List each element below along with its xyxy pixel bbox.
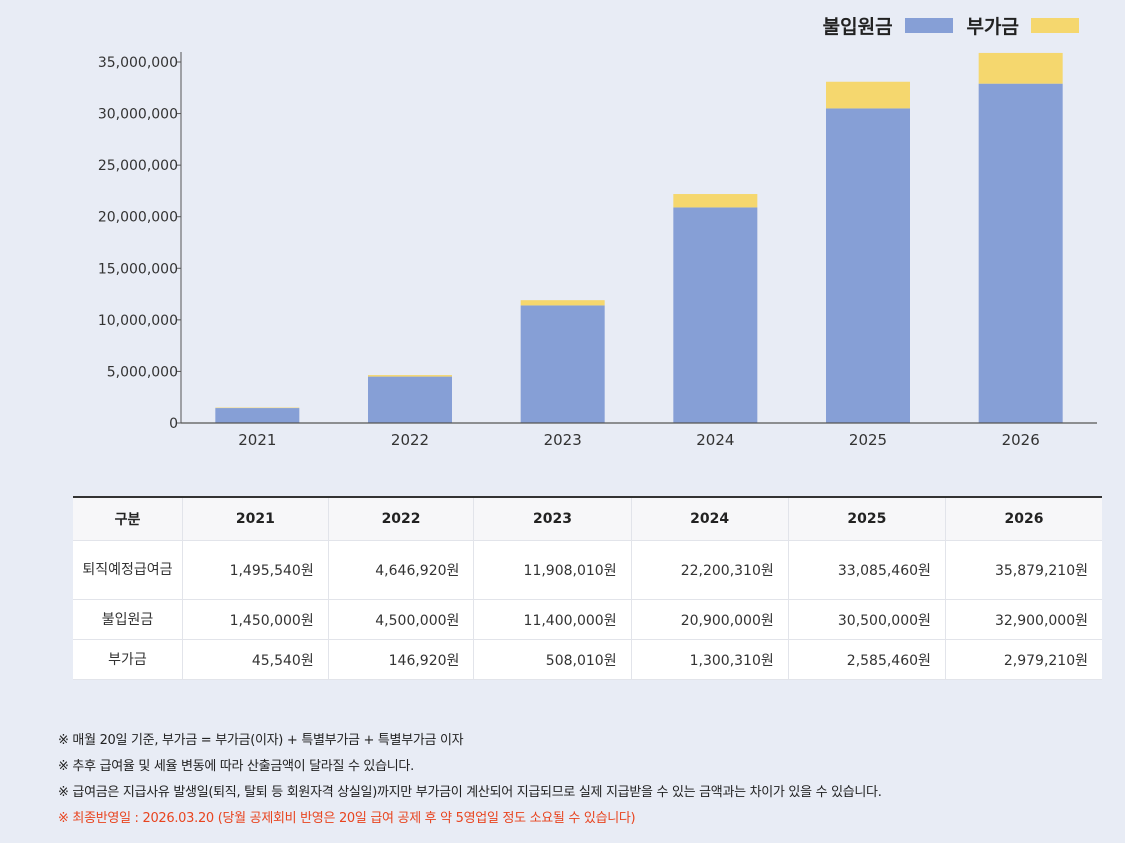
footnote-last-updated: ※ 최종반영일 : 2026.03.20 (당월 공제회비 반영은 20일 급여… <box>58 811 636 826</box>
y-tick-label: 30,000,000 <box>98 107 178 123</box>
table-cell: 508,010원 <box>473 639 632 680</box>
y-tick-label: 10,000,000 <box>98 313 178 329</box>
table-cell: 20,900,000원 <box>631 599 789 640</box>
x-tick-label: 2022 <box>391 431 429 449</box>
table-cell: 11,908,010원 <box>473 540 632 600</box>
table-cell: 146,920원 <box>328 639 475 680</box>
bar-principal <box>826 108 910 424</box>
table-header-2023: 2023 <box>473 497 632 541</box>
table-cell: 22,200,310원 <box>631 540 789 600</box>
chart-legend: 불입원금 부가금 <box>823 12 1079 39</box>
bar-bonus <box>520 300 605 306</box>
x-tick-label: 2023 <box>544 431 582 449</box>
table-row: 퇴직예정급여금 1,495,540원 4,646,920원 11,908,010… <box>73 540 1102 600</box>
table-cell: 1,450,000원 <box>182 599 329 640</box>
table-header-2025: 2025 <box>788 497 946 541</box>
table-cell: 11,400,000원 <box>473 599 632 640</box>
bar-bonus <box>826 81 910 109</box>
row-label-expected-payout: 퇴직예정급여금 <box>73 540 183 600</box>
x-tick-label: 2024 <box>696 431 734 449</box>
bar-principal <box>978 83 1063 423</box>
y-tick-label: 20,000,000 <box>98 210 178 226</box>
table-header-row: 구분 2021 2022 2023 2024 2025 2026 <box>73 497 1102 541</box>
footnotes: ※ 매월 20일 기준, 부가금 = 부가금(이자) + 특별부가금 + 특별부… <box>58 729 882 833</box>
x-tick-label: 2021 <box>238 431 276 449</box>
table-cell: 4,500,000원 <box>328 599 475 640</box>
legend-swatch-bonus <box>1031 18 1079 33</box>
y-tick-label: 15,000,000 <box>98 261 178 277</box>
stacked-bar-chart: 0 5,000,000 10,000,000 15,000,000 20,000,000… <box>98 52 1097 449</box>
legend-label-bonus: 부가금 <box>966 16 1019 38</box>
bar-principal <box>368 376 452 423</box>
legend-swatch-principal <box>904 18 953 33</box>
bar-bonus <box>673 194 758 208</box>
table-header-2021: 2021 <box>182 497 329 541</box>
row-label-bonus: 부가금 <box>73 639 183 680</box>
table-row: 불입원금 1,450,000원 4,500,000원 11,400,000원 2… <box>73 599 1102 640</box>
table-cell: 1,300,310원 <box>631 639 789 680</box>
table-cell: 30,500,000원 <box>788 599 946 640</box>
footnote: ※ 매월 20일 기준, 부가금 = 부가금(이자) + 특별부가금 + 특별부… <box>58 733 464 748</box>
table-cell: 2,585,460원 <box>788 639 946 680</box>
y-tick-label: 35,000,000 <box>98 55 178 71</box>
table-header-category: 구분 <box>73 497 183 541</box>
bar-bonus <box>368 375 452 377</box>
row-label-principal: 불입원금 <box>73 599 183 640</box>
data-table: 구분 2021 2022 2023 2024 2025 2026 퇴직예정급여금… <box>73 496 1102 680</box>
table-cell: 35,879,210원 <box>945 540 1102 600</box>
y-tick-label: 5,000,000 <box>107 364 178 380</box>
legend-label-principal: 불입원금 <box>822 16 893 38</box>
table-cell: 32,900,000원 <box>945 599 1102 640</box>
bar-principal <box>673 207 758 423</box>
bar-principal <box>520 305 605 423</box>
x-tick-label: 2025 <box>849 431 887 449</box>
y-tick-label: 25,000,000 <box>98 158 178 174</box>
y-tick-label: 0 <box>169 416 178 432</box>
table-header-2024: 2024 <box>631 497 789 541</box>
table-header-2022: 2022 <box>328 497 475 541</box>
footnote: ※ 추후 급여율 및 세율 변동에 따라 산출금액이 달라질 수 있습니다. <box>58 759 414 774</box>
table-header-2026: 2026 <box>945 497 1102 541</box>
footnote: ※ 급여금은 지급사유 발생일(퇴직, 탈퇴 등 회원자격 상실일)까지만 부가… <box>58 785 882 800</box>
table-cell: 2,979,210원 <box>945 639 1102 680</box>
table-cell: 45,540원 <box>182 639 329 680</box>
table-cell: 4,646,920원 <box>328 540 475 600</box>
bar-principal <box>215 408 300 423</box>
bar-bonus <box>978 52 1063 84</box>
x-tick-label: 2026 <box>1002 431 1040 449</box>
table-row: 부가금 45,540원 146,920원 508,010원 1,300,310원… <box>73 639 1102 680</box>
table-cell: 33,085,460원 <box>788 540 946 600</box>
table-cell: 1,495,540원 <box>182 540 329 600</box>
